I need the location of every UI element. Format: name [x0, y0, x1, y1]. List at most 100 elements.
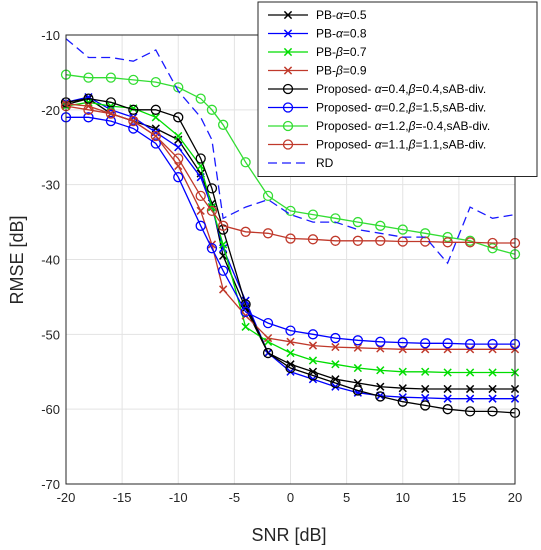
data-point-marker	[105, 115, 117, 127]
data-point-marker	[375, 336, 386, 347]
y-tick-label: -40	[41, 253, 60, 268]
data-point-marker	[240, 306, 251, 318]
data-point-marker	[282, 102, 294, 113]
data-point-marker	[174, 131, 183, 141]
data-point-marker	[195, 153, 206, 164]
data-point-marker	[219, 240, 228, 249]
data-point-marker	[83, 104, 94, 115]
data-point-marker	[105, 72, 117, 83]
data-point-marker	[217, 119, 229, 130]
series-9	[65, 38, 516, 265]
data-point-marker	[443, 368, 452, 377]
data-point-marker	[487, 338, 498, 350]
data-point-marker	[421, 367, 430, 376]
series-line	[65, 101, 515, 374]
y-axis-label: RMSE [dB]	[7, 215, 27, 304]
data-point-marker	[488, 384, 497, 394]
x-tick-label: 10	[396, 490, 410, 505]
data-point-marker	[307, 370, 319, 381]
legend-entry: Proposed- α=0.4,β=0.4,sAB-div.	[268, 82, 486, 96]
data-point-marker	[105, 97, 117, 108]
data-point-marker	[488, 394, 497, 403]
data-point-marker	[330, 332, 341, 344]
data-point-marker	[421, 384, 430, 394]
data-point-marker	[353, 378, 362, 388]
data-point-marker	[353, 343, 362, 352]
data-point-marker	[465, 384, 475, 394]
data-point-marker	[262, 190, 274, 202]
data-point-marker	[285, 325, 296, 336]
data-point-marker	[397, 396, 408, 407]
y-tick-label: -60	[41, 402, 60, 417]
data-point-marker	[195, 220, 206, 231]
data-point-marker	[465, 394, 475, 403]
data-point-marker	[282, 120, 294, 132]
axis-ticks: -20 -15 -10 -5 0 5 10 15 20-10-20-30-40-50-60-70	[41, 28, 522, 505]
series-5	[60, 93, 521, 419]
data-point-marker	[206, 104, 218, 115]
x-tick-label: 5	[343, 490, 350, 505]
series-line	[65, 105, 515, 244]
data-point-marker	[263, 333, 273, 343]
data-point-marker	[307, 329, 319, 340]
legend-entry: RD	[268, 156, 334, 170]
data-point-marker	[420, 400, 431, 411]
data-point-marker	[282, 139, 294, 150]
data-point-marker	[308, 356, 318, 365]
data-point-marker	[282, 83, 294, 95]
data-point-marker	[285, 362, 296, 374]
data-point-marker	[283, 10, 293, 20]
data-point-marker	[464, 237, 476, 248]
data-point-marker	[488, 368, 497, 377]
data-point-marker	[464, 338, 476, 350]
y-tick-label: -50	[41, 327, 60, 342]
data-point-marker	[173, 112, 184, 123]
data-point-marker	[128, 104, 139, 115]
data-point-marker	[330, 377, 341, 389]
legend-label: Proposed- α=1.2,β=-0.4,sAB-div.	[316, 119, 490, 133]
data-point-marker	[128, 115, 139, 127]
data-point-marker	[219, 285, 228, 294]
data-point-marker	[421, 393, 430, 403]
data-point-marker	[352, 385, 364, 396]
legend-label: Proposed- α=1.1,β=1.1,sAB-div.	[316, 138, 486, 152]
series-line	[65, 97, 516, 414]
legend-entry: Proposed- α=1.2,β=-0.4,sAB-div.	[268, 119, 490, 133]
data-point-marker	[487, 406, 498, 417]
data-point-marker	[217, 220, 229, 231]
data-point-marker	[331, 360, 340, 369]
data-point-marker	[442, 237, 453, 248]
data-point-marker	[442, 338, 453, 349]
legend-label: Proposed- α=0.4,β=0.4,sAB-div.	[316, 82, 486, 96]
x-tick-label: -10	[169, 490, 188, 505]
legend-entry: PB-α=0.5	[268, 8, 367, 22]
data-point-marker	[217, 265, 229, 276]
data-point-marker	[352, 235, 364, 246]
data-point-marker	[286, 348, 295, 358]
legend-entry: PB-β=0.9	[268, 64, 367, 78]
data-point-marker	[352, 335, 364, 346]
x-tick-label: -15	[113, 490, 132, 505]
data-point-marker	[83, 112, 94, 123]
data-point-marker	[420, 228, 431, 239]
x-tick-label: 20	[508, 490, 522, 505]
data-point-marker	[443, 384, 452, 394]
data-point-marker	[195, 190, 206, 202]
series-line	[65, 38, 516, 265]
data-point-marker	[283, 29, 293, 38]
data-point-marker	[397, 224, 408, 235]
data-point-marker	[307, 234, 319, 245]
data-point-marker	[262, 347, 274, 359]
data-point-marker	[206, 205, 218, 217]
legend-entry: PB-α=0.8	[268, 27, 367, 41]
data-point-marker	[128, 123, 139, 134]
data-point-marker	[174, 143, 183, 152]
legend-label: PB-β=0.7	[316, 45, 367, 59]
data-point-marker	[443, 394, 452, 403]
data-point-marker	[397, 337, 408, 348]
legend: PB-α=0.5 PB-α=0.8 PB-β=0.7 PB-β=0.9 Proposed…	[257, 1, 538, 177]
series-lines	[60, 38, 521, 419]
data-point-marker	[150, 76, 161, 88]
data-point-marker	[488, 345, 497, 354]
